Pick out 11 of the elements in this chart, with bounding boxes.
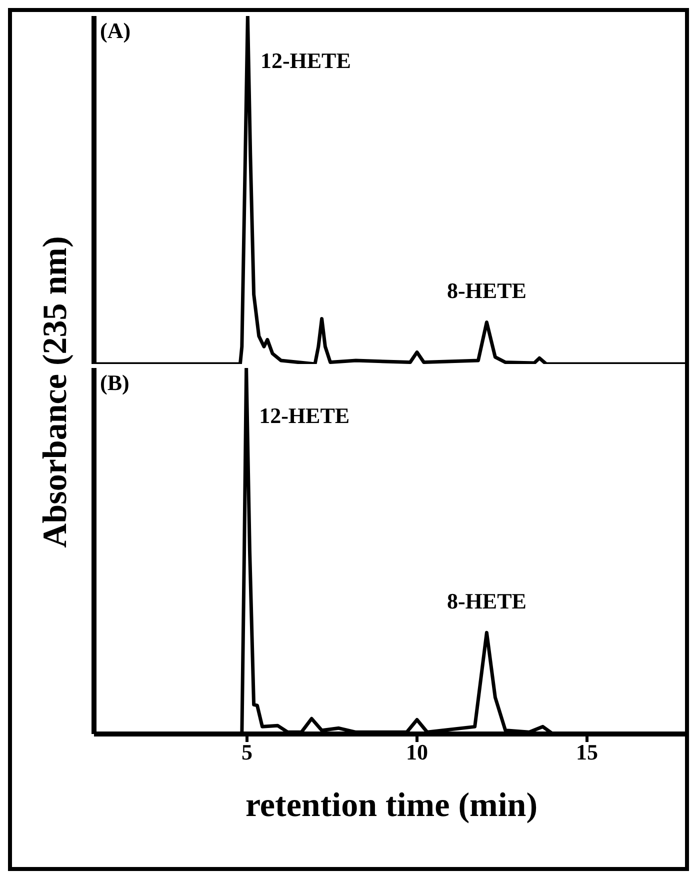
annotation: 8-HETE	[446, 588, 526, 614]
y-axis-title: Absorbance (235 nm)	[37, 236, 75, 548]
x-axis-title: retention time (min)	[245, 787, 538, 824]
chart-title: (B)	[100, 370, 130, 396]
annotation: 8-HETE	[446, 278, 526, 304]
x-tick-label: 10	[406, 740, 428, 765]
x-tick-label: 5	[242, 740, 252, 765]
chart-title: (A)	[100, 18, 131, 44]
annotation: 12-HETE	[260, 48, 351, 73]
annotation: 12-HETE	[259, 403, 350, 428]
x-tick-label: 15	[576, 740, 598, 765]
